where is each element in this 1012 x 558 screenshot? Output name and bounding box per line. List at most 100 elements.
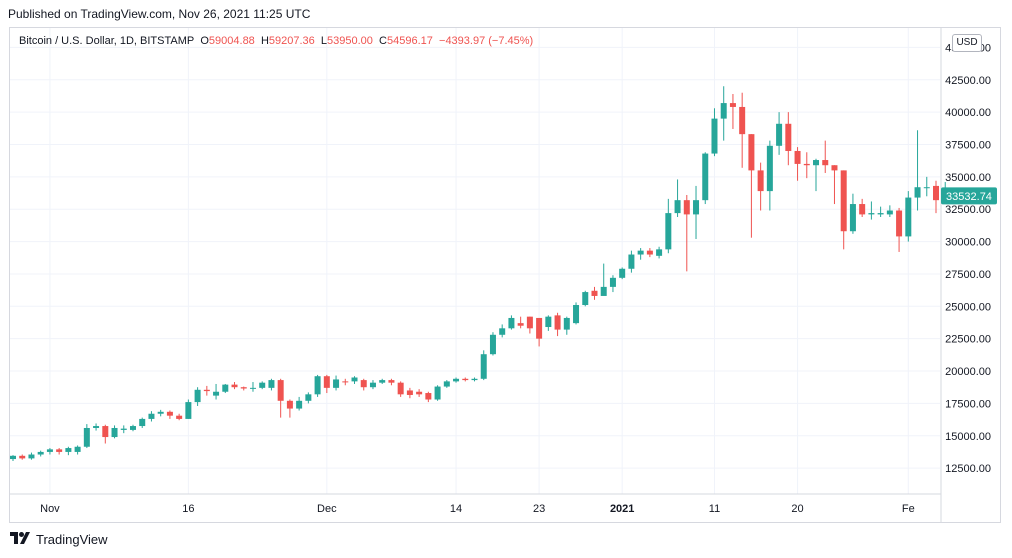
candle bbox=[462, 377, 469, 382]
candle bbox=[517, 316, 524, 329]
candle bbox=[10, 455, 16, 461]
candle-body bbox=[517, 323, 524, 326]
candle-body bbox=[600, 286, 607, 296]
candle bbox=[249, 382, 256, 392]
candle-body bbox=[545, 316, 552, 328]
candle bbox=[277, 378, 284, 418]
candle bbox=[120, 425, 127, 434]
candle bbox=[185, 399, 192, 419]
candle-body bbox=[83, 427, 90, 447]
candle bbox=[683, 194, 690, 272]
candle-body bbox=[194, 389, 201, 403]
candle bbox=[453, 377, 460, 383]
last-price-label: 33532.74 bbox=[946, 191, 992, 203]
candle bbox=[443, 380, 450, 388]
candle bbox=[406, 387, 413, 399]
candle-body bbox=[157, 411, 164, 414]
candle bbox=[646, 248, 653, 258]
x-tick-label: Dec bbox=[317, 503, 337, 515]
candle bbox=[323, 374, 330, 394]
candle-body bbox=[526, 316, 533, 329]
low-value: 53950.00 bbox=[327, 35, 373, 47]
candle bbox=[480, 350, 487, 381]
candle bbox=[296, 396, 303, 411]
candle bbox=[333, 375, 340, 391]
candle bbox=[803, 152, 810, 179]
candle-body bbox=[849, 204, 856, 232]
candle bbox=[508, 315, 515, 330]
candle bbox=[74, 445, 81, 455]
candle-body bbox=[323, 376, 330, 388]
candle bbox=[831, 165, 838, 205]
footer-brand[interactable]: TradingView bbox=[9, 531, 108, 548]
grid-lines bbox=[10, 28, 940, 494]
candle-body bbox=[933, 185, 939, 201]
candle-body bbox=[185, 402, 192, 419]
candle bbox=[166, 410, 173, 419]
currency-button[interactable]: USD bbox=[952, 34, 982, 52]
x-tick-label: Nov bbox=[40, 503, 60, 515]
candle-body bbox=[259, 382, 266, 388]
footer-brand-label: TradingView bbox=[36, 532, 108, 547]
candle bbox=[37, 450, 44, 457]
candle-body bbox=[56, 449, 63, 452]
candle-body bbox=[111, 427, 118, 438]
candle bbox=[813, 158, 820, 192]
symbol-name: Bitcoin / U.S. Dollar, 1D, BITSTAMP bbox=[19, 35, 195, 47]
candle bbox=[729, 94, 736, 129]
candles bbox=[10, 86, 949, 461]
candle bbox=[240, 386, 247, 391]
candle-body bbox=[360, 380, 367, 388]
close-label: C bbox=[379, 35, 387, 47]
candle bbox=[259, 381, 266, 390]
candle-body bbox=[397, 382, 404, 395]
candle bbox=[526, 316, 533, 334]
candle bbox=[776, 112, 783, 155]
candle bbox=[637, 248, 644, 260]
candle-body bbox=[591, 290, 598, 296]
candle bbox=[19, 454, 26, 460]
candle-body bbox=[333, 379, 340, 388]
y-tick-label: 42500.00 bbox=[945, 75, 991, 87]
candle bbox=[868, 201, 875, 220]
candle-body bbox=[720, 103, 727, 119]
candle bbox=[822, 140, 829, 173]
candle bbox=[351, 376, 358, 384]
candle bbox=[148, 411, 155, 422]
candle bbox=[702, 152, 709, 205]
candle-body bbox=[203, 389, 210, 392]
candle-body bbox=[166, 411, 173, 416]
candle-body bbox=[388, 380, 395, 383]
candle bbox=[582, 290, 589, 307]
candle-body bbox=[573, 305, 580, 324]
candle bbox=[591, 286, 598, 300]
candle-body bbox=[711, 118, 718, 154]
candle bbox=[28, 452, 35, 460]
candle bbox=[286, 399, 293, 418]
candle-body bbox=[766, 145, 773, 192]
candle-body bbox=[471, 378, 478, 381]
change-value: −4393.97 (−7.45%) bbox=[439, 35, 534, 47]
candle-body bbox=[314, 376, 321, 395]
x-tick-label: 2021 bbox=[610, 503, 634, 515]
candle-body bbox=[28, 454, 35, 459]
candle bbox=[923, 176, 930, 197]
candle bbox=[536, 317, 543, 347]
candle-body bbox=[305, 394, 312, 401]
candle-body bbox=[268, 380, 275, 388]
candle-body bbox=[19, 455, 26, 459]
x-tick-label: 14 bbox=[450, 503, 462, 515]
candle-body bbox=[277, 380, 284, 401]
y-tick-label: 25000.00 bbox=[945, 301, 991, 313]
candle-body bbox=[886, 210, 893, 215]
high-value: 59207.36 bbox=[268, 35, 315, 47]
candle-body bbox=[646, 250, 653, 255]
candle-body bbox=[628, 254, 635, 269]
candle bbox=[656, 246, 663, 259]
candle-body bbox=[877, 213, 884, 215]
candle-body bbox=[93, 426, 100, 428]
candle bbox=[268, 378, 275, 391]
candle-body bbox=[840, 170, 847, 232]
candle-body bbox=[240, 387, 247, 389]
